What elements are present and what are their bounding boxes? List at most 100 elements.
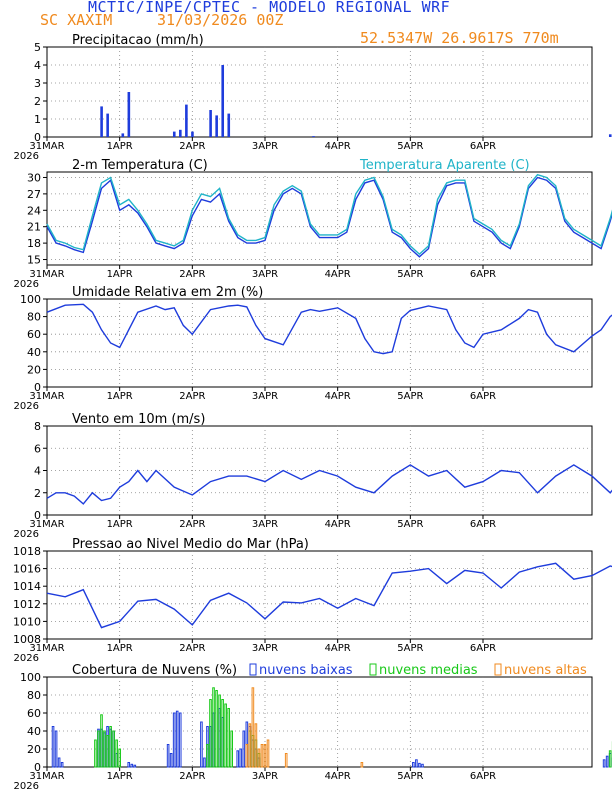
cloud-bar-baixas — [130, 763, 134, 768]
cloud-bar-altas — [360, 762, 364, 768]
cloud-bar-altas — [254, 723, 258, 768]
cloud-bar-medias — [221, 699, 224, 768]
rh-xtick-label: 6APR — [470, 391, 496, 402]
precip-bar — [215, 115, 218, 137]
cloud-bar-medias — [97, 730, 100, 768]
precip-ytick-label: 0 — [34, 131, 41, 144]
cloud-bar-baixas — [178, 712, 182, 768]
cloud-bar-medias — [100, 714, 103, 768]
cloud-bar-altas — [266, 739, 270, 768]
wind-xtick-label: 5APR — [397, 519, 423, 530]
cloud-bar-altas — [248, 723, 252, 768]
rh-xtick-label: 2APR — [179, 391, 205, 402]
precip-ytick-label: 2 — [34, 95, 41, 108]
cloud-bar-baixas — [421, 763, 424, 768]
cloud-bar-baixas — [605, 755, 609, 768]
rh-ytick-label: 40 — [27, 346, 41, 359]
precip-frame — [46, 46, 593, 138]
clouds-ytick-label: 40 — [27, 725, 41, 738]
temp-ytick-label: 30 — [27, 171, 41, 184]
precip-bar — [185, 104, 188, 137]
temp-legend-label: Temperatura Aparente (C) — [359, 158, 530, 173]
cloud-bar-medias — [115, 739, 118, 768]
slp-xtick-label: 1APR — [107, 643, 133, 654]
cloud-bar-baixas — [412, 762, 415, 768]
cloud-bar-medias — [224, 703, 227, 768]
legend-swatch-baixas — [249, 663, 257, 676]
temp-year-label: 2026 — [14, 279, 39, 290]
rh-panel-title: Umidade Relativa em 2m (%) — [72, 285, 263, 300]
temp-xtick-label: 1APR — [107, 269, 133, 280]
cloud-bar-medias — [118, 748, 121, 768]
precip-xtick-label: 6APR — [470, 141, 496, 152]
slp-ytick-label: 1010 — [13, 615, 41, 628]
precip-ytick-label: 3 — [34, 77, 41, 90]
clouds-panel-title: Cobertura de Nuvens (%) — [72, 663, 237, 678]
cloud-bar-medias — [103, 730, 106, 768]
precip-xtick-label: 1APR — [107, 141, 133, 152]
precip-ytick-label: 5 — [34, 41, 41, 54]
legend-swatch-altas — [494, 663, 502, 676]
chart-header: MCTIC/INPE/CPTEC - MODELO REGIONAL WRF S… — [0, 0, 612, 47]
precip-xtick-label: 2APR — [179, 141, 205, 152]
cloud-bar-baixas — [418, 762, 421, 768]
cloud-bar-baixas — [242, 730, 246, 768]
clouds-xtick-label: 6APR — [470, 771, 496, 782]
precip-bar — [221, 65, 225, 137]
precip-panel-title: Precipitacao (mm/h) — [72, 33, 204, 48]
precip-xtick-label: 5APR — [397, 141, 423, 152]
rh-ytick-label: 0 — [34, 381, 41, 394]
rh-frame — [46, 298, 593, 388]
rh-xtick-label: 1APR — [107, 391, 133, 402]
cloud-bar-altas — [245, 744, 249, 768]
wind-ytick-label: 2 — [34, 487, 41, 500]
cloud-bar-altas — [263, 744, 267, 768]
legend-label-altas: nuvens altas — [504, 663, 587, 678]
cloud-bar-baixas — [175, 710, 179, 768]
temp-frame — [46, 171, 593, 266]
rh-ytick-label: 20 — [27, 363, 41, 376]
slp-xtick-label: 6APR — [470, 643, 496, 654]
clouds-xtick-label: 5APR — [397, 771, 423, 782]
cloud-bar-medias — [94, 739, 97, 768]
cloud-bar-baixas — [203, 757, 206, 768]
slp-xtick-label: 31MAR — [29, 643, 64, 654]
cloud-bar-medias — [227, 708, 230, 768]
cloud-bar-medias — [230, 730, 233, 768]
rh-ytick-label: 100 — [20, 293, 41, 306]
slp-ytick-label: 1012 — [13, 598, 41, 611]
cloud-bar-medias — [206, 744, 209, 768]
cloud-bar-medias — [212, 687, 215, 768]
coordinates-label: 52.5347W 26.9617S 770m — [360, 29, 559, 47]
wind-ytick-label: 0 — [34, 509, 41, 522]
slp-ytick-label: 1008 — [13, 633, 41, 646]
precip-bar — [179, 129, 182, 137]
slp-ytick-label: 1016 — [13, 563, 41, 576]
slp-panel-title: Pressao ao Nivel Medio do Mar (hPa) — [72, 537, 309, 552]
clouds-xtick-label: 4APR — [325, 771, 351, 782]
temp-ytick-label: 21 — [27, 221, 41, 234]
clouds-year-label: 2026 — [14, 781, 39, 792]
temp-xtick-label: 3APR — [252, 269, 278, 280]
legend-label-baixas: nuvens baixas — [259, 663, 353, 678]
cloud-bar-medias — [218, 694, 221, 768]
slp-ytick-label: 1018 — [13, 545, 41, 558]
precip-xtick-label: 3APR — [252, 141, 278, 152]
clouds-ytick-label: 80 — [27, 689, 41, 702]
wind-xtick-label: 2APR — [179, 519, 205, 530]
cloud-bar-altas — [260, 744, 264, 768]
cloud-bar-baixas — [415, 759, 418, 768]
cloud-bar-baixas — [127, 762, 131, 768]
cloud-bar-baixas — [236, 750, 240, 768]
cloud-bar-baixas — [133, 764, 137, 768]
cloud-bar-medias — [608, 750, 612, 768]
location-label: SC XAXIM — [40, 11, 113, 29]
cloud-bar-baixas — [60, 762, 64, 768]
precip-bar — [312, 136, 315, 137]
rh-ytick-label: 60 — [27, 328, 41, 341]
cloud-bar-altas — [284, 753, 288, 768]
clouds-frame — [46, 676, 593, 768]
rh-xtick-label: 31MAR — [29, 391, 64, 402]
temp-ytick-label: 15 — [27, 254, 41, 267]
clouds-ytick-label: 0 — [34, 761, 41, 774]
